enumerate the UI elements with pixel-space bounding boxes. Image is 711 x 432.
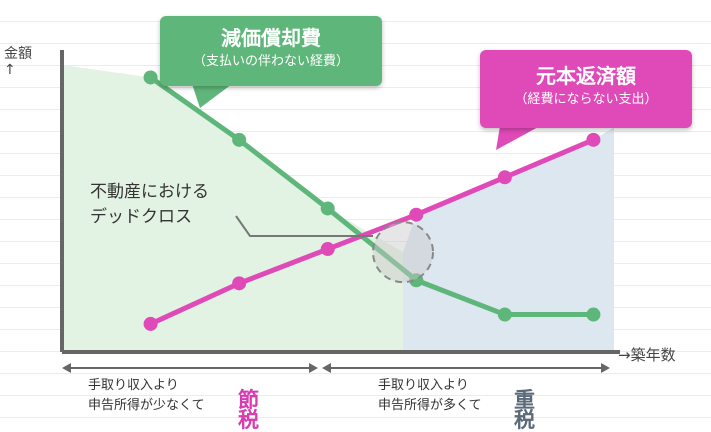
dead-cross-pointer — [235, 215, 373, 237]
series-line-0 — [149, 75, 594, 318]
point-0-2 — [320, 201, 335, 216]
principal-title: 元本返済額 — [536, 64, 636, 88]
principal-callout-tail — [496, 126, 540, 150]
principal-subtitle: （経費にならない支出） — [514, 92, 658, 107]
zone2-range-arrow — [322, 363, 610, 373]
point-1-3 — [409, 207, 424, 222]
tax-saving-area — [62, 64, 403, 353]
point-1-2 — [320, 242, 335, 257]
dead-cross-marker — [372, 221, 434, 284]
point-0-0 — [143, 70, 158, 85]
principal-callout: 元本返済額 （経費にならない支出） — [480, 50, 692, 128]
point-0-5 — [586, 307, 601, 322]
dead-cross-label: 不動産における デッドクロス — [90, 180, 209, 230]
y-axis-title: 金額 — [4, 46, 32, 62]
zone1-line2: 申告所得が少なくて — [88, 398, 205, 413]
depreciation-callout-tail — [192, 84, 232, 108]
y-axis-arrow: ↑ — [4, 62, 16, 78]
heavy-tax-zone: 手取り収入より 申告所得が多くて 重税 — [378, 376, 535, 431]
depreciation-subtitle: （支払いの伴わない経費） — [192, 54, 349, 69]
depreciation-callout: 減価償却費 （支払いの伴わない経費） — [160, 16, 382, 86]
x-axis-label: →築年数 — [618, 346, 676, 364]
tax-saving-zone: 手取り収入より 申告所得が少なくて 節税 — [88, 376, 259, 431]
point-0-1 — [232, 132, 247, 147]
zone2-line2: 申告所得が多くて — [378, 398, 482, 413]
dead-cross-line1: 不動産における — [90, 182, 209, 202]
series-line-1 — [149, 137, 595, 327]
point-0-4 — [497, 307, 512, 322]
zone2-emphasis: 重税 — [514, 388, 535, 432]
depreciation-title: 減価償却費 — [221, 26, 321, 50]
zone2-line1: 手取り収入より — [378, 378, 469, 393]
point-1-5 — [586, 132, 601, 147]
zone1-range-arrow — [62, 363, 318, 373]
zone1-emphasis: 節税 — [238, 388, 259, 432]
point-1-0 — [143, 316, 158, 331]
dead-cross-line2: デッドクロス — [90, 207, 192, 227]
point-1-1 — [232, 276, 247, 291]
zone1-line1: 手取り収入より — [88, 378, 179, 393]
point-1-4 — [497, 170, 512, 185]
y-axis-label: 金額 ↑ — [4, 46, 32, 78]
